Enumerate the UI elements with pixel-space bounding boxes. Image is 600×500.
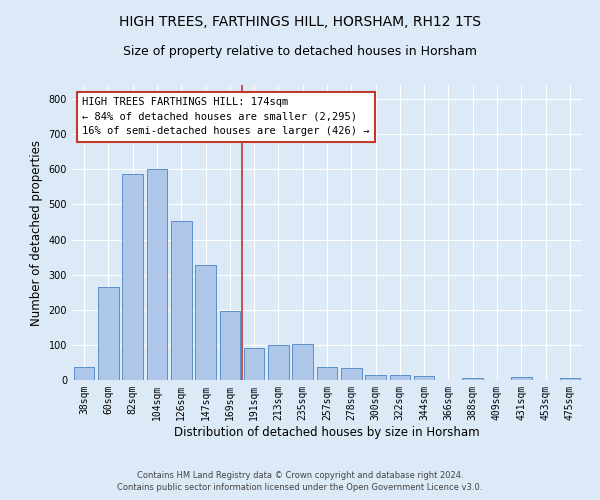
Bar — [317, 366, 337, 380]
Bar — [414, 376, 434, 380]
Bar — [195, 265, 216, 380]
Bar — [74, 366, 94, 380]
Bar — [463, 378, 483, 380]
Bar — [365, 374, 386, 380]
Bar — [341, 368, 362, 380]
X-axis label: Distribution of detached houses by size in Horsham: Distribution of detached houses by size … — [174, 426, 480, 438]
Bar — [244, 348, 265, 380]
Bar — [98, 287, 119, 380]
Bar — [560, 378, 580, 380]
Bar — [268, 345, 289, 380]
Text: Contains HM Land Registry data © Crown copyright and database right 2024.: Contains HM Land Registry data © Crown c… — [137, 471, 463, 480]
Bar — [171, 222, 191, 380]
Text: Contains public sector information licensed under the Open Government Licence v3: Contains public sector information licen… — [118, 484, 482, 492]
Bar — [146, 169, 167, 380]
Text: HIGH TREES, FARTHINGS HILL, HORSHAM, RH12 1TS: HIGH TREES, FARTHINGS HILL, HORSHAM, RH1… — [119, 15, 481, 29]
Bar — [389, 375, 410, 380]
Bar — [511, 377, 532, 380]
Text: HIGH TREES FARTHINGS HILL: 174sqm
← 84% of detached houses are smaller (2,295)
1: HIGH TREES FARTHINGS HILL: 174sqm ← 84% … — [82, 97, 370, 136]
Y-axis label: Number of detached properties: Number of detached properties — [30, 140, 43, 326]
Bar — [220, 311, 240, 380]
Text: Size of property relative to detached houses in Horsham: Size of property relative to detached ho… — [123, 45, 477, 58]
Bar — [122, 174, 143, 380]
Bar — [292, 344, 313, 380]
